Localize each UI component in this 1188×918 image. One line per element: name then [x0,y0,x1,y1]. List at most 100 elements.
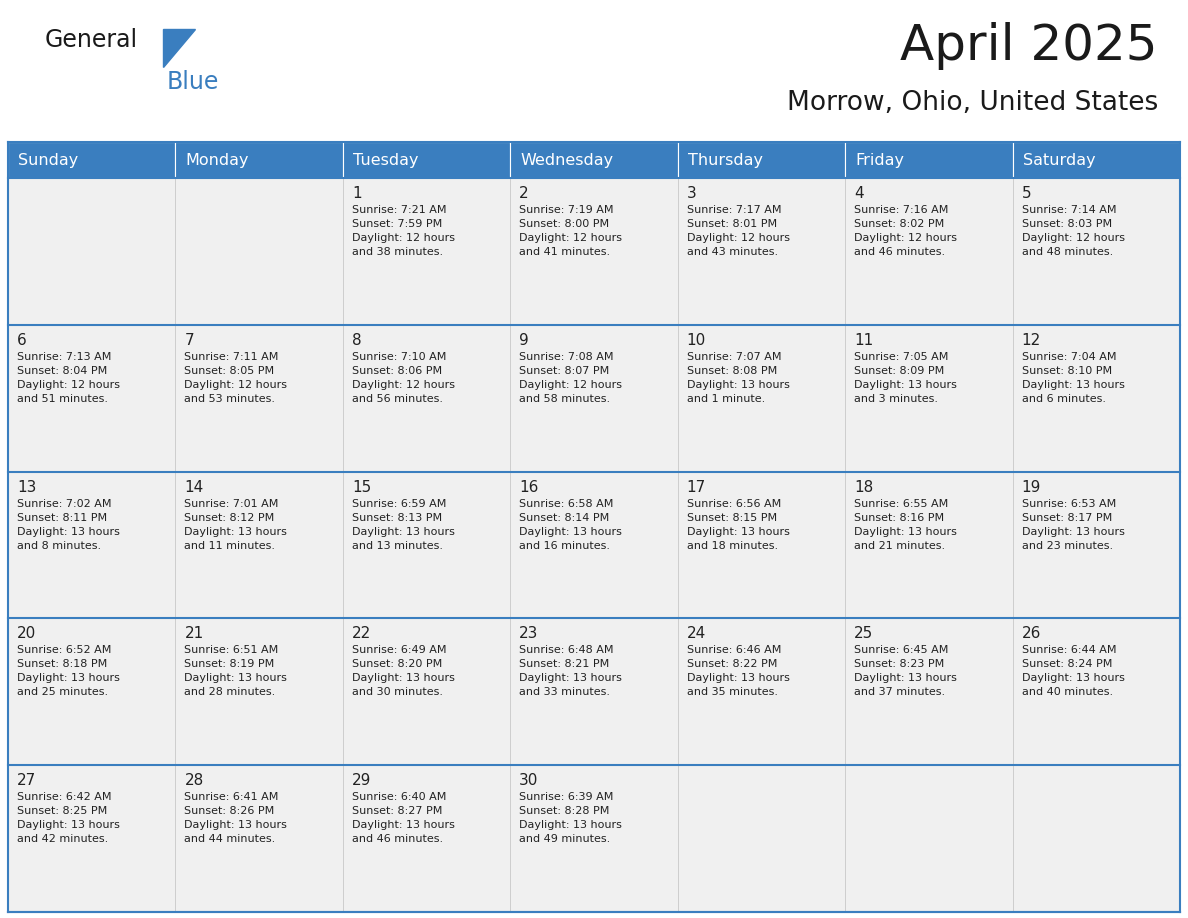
Text: 14: 14 [184,479,203,495]
Text: 4: 4 [854,186,864,201]
Bar [845,142,1012,178]
Text: 16: 16 [519,479,538,495]
Text: Sunrise: 7:04 AM
Sunset: 8:10 PM
Daylight: 13 hours
and 6 minutes.: Sunrise: 7:04 AM Sunset: 8:10 PM Dayligh… [1022,352,1125,404]
Bar [343,142,511,178]
Text: Sunday: Sunday [18,152,78,167]
Text: 21: 21 [184,626,203,642]
Bar [8,178,176,325]
Text: 3: 3 [687,186,696,201]
Bar [677,178,845,325]
Text: Sunrise: 7:05 AM
Sunset: 8:09 PM
Daylight: 13 hours
and 3 minutes.: Sunrise: 7:05 AM Sunset: 8:09 PM Dayligh… [854,352,958,404]
Text: Tuesday: Tuesday [353,152,418,167]
Bar [1012,178,1180,325]
Text: Sunrise: 6:58 AM
Sunset: 8:14 PM
Daylight: 13 hours
and 16 minutes.: Sunrise: 6:58 AM Sunset: 8:14 PM Dayligh… [519,498,623,551]
Text: Sunrise: 7:14 AM
Sunset: 8:03 PM
Daylight: 12 hours
and 48 minutes.: Sunrise: 7:14 AM Sunset: 8:03 PM Dayligh… [1022,205,1125,257]
Text: Sunrise: 6:48 AM
Sunset: 8:21 PM
Daylight: 13 hours
and 33 minutes.: Sunrise: 6:48 AM Sunset: 8:21 PM Dayligh… [519,645,623,698]
Text: Saturday: Saturday [1023,152,1095,167]
Text: 24: 24 [687,626,706,642]
Bar [845,766,1012,912]
Text: Sunrise: 6:40 AM
Sunset: 8:27 PM
Daylight: 13 hours
and 46 minutes.: Sunrise: 6:40 AM Sunset: 8:27 PM Dayligh… [352,792,455,845]
Text: 9: 9 [519,333,529,348]
Bar [511,619,677,766]
Text: 5: 5 [1022,186,1031,201]
Bar [8,619,176,766]
Bar [677,142,845,178]
Text: Sunrise: 6:51 AM
Sunset: 8:19 PM
Daylight: 13 hours
and 28 minutes.: Sunrise: 6:51 AM Sunset: 8:19 PM Dayligh… [184,645,287,698]
Text: Sunrise: 6:59 AM
Sunset: 8:13 PM
Daylight: 13 hours
and 13 minutes.: Sunrise: 6:59 AM Sunset: 8:13 PM Dayligh… [352,498,455,551]
Bar [8,325,176,472]
Text: Blue: Blue [168,70,220,94]
Text: Sunrise: 6:45 AM
Sunset: 8:23 PM
Daylight: 13 hours
and 37 minutes.: Sunrise: 6:45 AM Sunset: 8:23 PM Dayligh… [854,645,958,698]
Text: Monday: Monday [185,152,249,167]
Text: Sunrise: 6:41 AM
Sunset: 8:26 PM
Daylight: 13 hours
and 44 minutes.: Sunrise: 6:41 AM Sunset: 8:26 PM Dayligh… [184,792,287,845]
Bar [677,325,845,472]
Text: 11: 11 [854,333,873,348]
Text: Friday: Friday [855,152,904,167]
Bar [511,142,677,178]
Text: 10: 10 [687,333,706,348]
Bar [8,472,176,619]
Text: 29: 29 [352,773,371,789]
Text: 19: 19 [1022,479,1041,495]
Bar [677,619,845,766]
Bar [511,472,677,619]
Text: 30: 30 [519,773,538,789]
Bar [845,619,1012,766]
Text: Sunrise: 7:07 AM
Sunset: 8:08 PM
Daylight: 13 hours
and 1 minute.: Sunrise: 7:07 AM Sunset: 8:08 PM Dayligh… [687,352,790,404]
Text: 1: 1 [352,186,361,201]
Text: 18: 18 [854,479,873,495]
Text: Sunrise: 6:53 AM
Sunset: 8:17 PM
Daylight: 13 hours
and 23 minutes.: Sunrise: 6:53 AM Sunset: 8:17 PM Dayligh… [1022,498,1125,551]
Text: Sunrise: 6:46 AM
Sunset: 8:22 PM
Daylight: 13 hours
and 35 minutes.: Sunrise: 6:46 AM Sunset: 8:22 PM Dayligh… [687,645,790,698]
Text: Sunrise: 7:13 AM
Sunset: 8:04 PM
Daylight: 12 hours
and 51 minutes.: Sunrise: 7:13 AM Sunset: 8:04 PM Dayligh… [17,352,120,404]
Bar [511,766,677,912]
Text: Sunrise: 6:56 AM
Sunset: 8:15 PM
Daylight: 13 hours
and 18 minutes.: Sunrise: 6:56 AM Sunset: 8:15 PM Dayligh… [687,498,790,551]
Text: 2: 2 [519,186,529,201]
Text: Sunrise: 6:52 AM
Sunset: 8:18 PM
Daylight: 13 hours
and 25 minutes.: Sunrise: 6:52 AM Sunset: 8:18 PM Dayligh… [17,645,120,698]
Bar [343,472,511,619]
Bar [176,142,343,178]
Text: Sunrise: 6:44 AM
Sunset: 8:24 PM
Daylight: 13 hours
and 40 minutes.: Sunrise: 6:44 AM Sunset: 8:24 PM Dayligh… [1022,645,1125,698]
Bar [176,325,343,472]
Text: April 2025: April 2025 [901,22,1158,70]
Text: 28: 28 [184,773,203,789]
Text: 15: 15 [352,479,371,495]
Bar [677,472,845,619]
Text: 26: 26 [1022,626,1041,642]
Bar [343,619,511,766]
Text: Thursday: Thursday [688,152,763,167]
Text: Sunrise: 7:02 AM
Sunset: 8:11 PM
Daylight: 13 hours
and 8 minutes.: Sunrise: 7:02 AM Sunset: 8:11 PM Dayligh… [17,498,120,551]
Bar [845,472,1012,619]
Text: General: General [45,28,138,52]
Bar [343,178,511,325]
Bar [176,472,343,619]
Text: 7: 7 [184,333,194,348]
Bar [845,325,1012,472]
Text: 17: 17 [687,479,706,495]
Text: Sunrise: 6:42 AM
Sunset: 8:25 PM
Daylight: 13 hours
and 42 minutes.: Sunrise: 6:42 AM Sunset: 8:25 PM Dayligh… [17,792,120,845]
Bar [1012,142,1180,178]
Bar [845,178,1012,325]
Bar [8,766,176,912]
Text: Sunrise: 6:55 AM
Sunset: 8:16 PM
Daylight: 13 hours
and 21 minutes.: Sunrise: 6:55 AM Sunset: 8:16 PM Dayligh… [854,498,958,551]
Text: 23: 23 [519,626,538,642]
Text: Sunrise: 7:16 AM
Sunset: 8:02 PM
Daylight: 12 hours
and 46 minutes.: Sunrise: 7:16 AM Sunset: 8:02 PM Dayligh… [854,205,958,257]
Text: 12: 12 [1022,333,1041,348]
Text: Wednesday: Wednesday [520,152,613,167]
Bar [1012,766,1180,912]
Bar [8,142,176,178]
Text: Morrow, Ohio, United States: Morrow, Ohio, United States [786,90,1158,116]
Text: 27: 27 [17,773,37,789]
Bar [176,178,343,325]
Text: 8: 8 [352,333,361,348]
Text: Sunrise: 6:39 AM
Sunset: 8:28 PM
Daylight: 13 hours
and 49 minutes.: Sunrise: 6:39 AM Sunset: 8:28 PM Dayligh… [519,792,623,845]
Text: 22: 22 [352,626,371,642]
Bar [677,766,845,912]
Text: Sunrise: 7:21 AM
Sunset: 7:59 PM
Daylight: 12 hours
and 38 minutes.: Sunrise: 7:21 AM Sunset: 7:59 PM Dayligh… [352,205,455,257]
Bar [176,766,343,912]
Bar [511,325,677,472]
Bar [1012,472,1180,619]
Text: 13: 13 [17,479,37,495]
Text: 20: 20 [17,626,37,642]
Text: 6: 6 [17,333,27,348]
Text: 25: 25 [854,626,873,642]
